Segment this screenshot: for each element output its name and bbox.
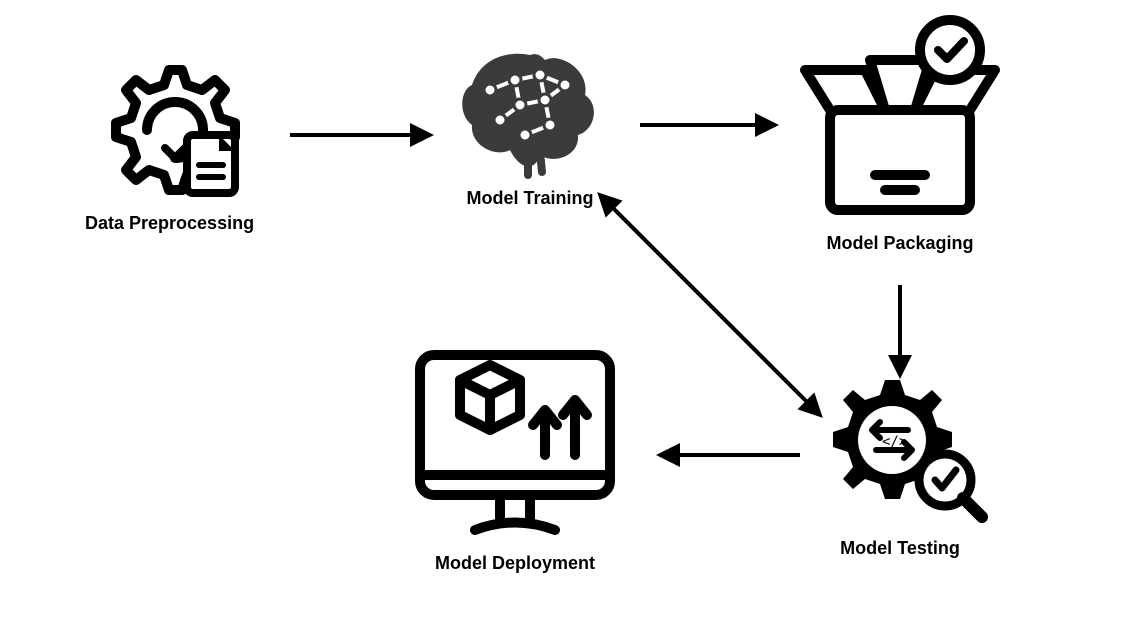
gear-document-icon: [87, 55, 252, 205]
monitor-upload-icon: [405, 335, 625, 545]
svg-text:</>: </>: [882, 434, 907, 450]
node-data-preprocessing: Data Preprocessing: [85, 55, 254, 234]
brain-network-icon: [450, 40, 610, 180]
node-label: Model Training: [466, 188, 593, 209]
node-label: Model Testing: [840, 538, 960, 559]
gear-magnifier-icon: </>: [810, 370, 990, 530]
node-model-deployment: Model Deployment: [405, 335, 625, 574]
node-model-testing: </> Model Testing: [810, 370, 990, 559]
node-label: Model Packaging: [826, 233, 973, 254]
node-label: Data Preprocessing: [85, 213, 254, 234]
box-check-icon: [790, 15, 1010, 225]
node-label: Model Deployment: [435, 553, 595, 574]
arrow-testing-to-training: [600, 195, 820, 415]
node-model-training: Model Training: [450, 40, 610, 209]
node-model-packaging: Model Packaging: [790, 15, 1010, 254]
